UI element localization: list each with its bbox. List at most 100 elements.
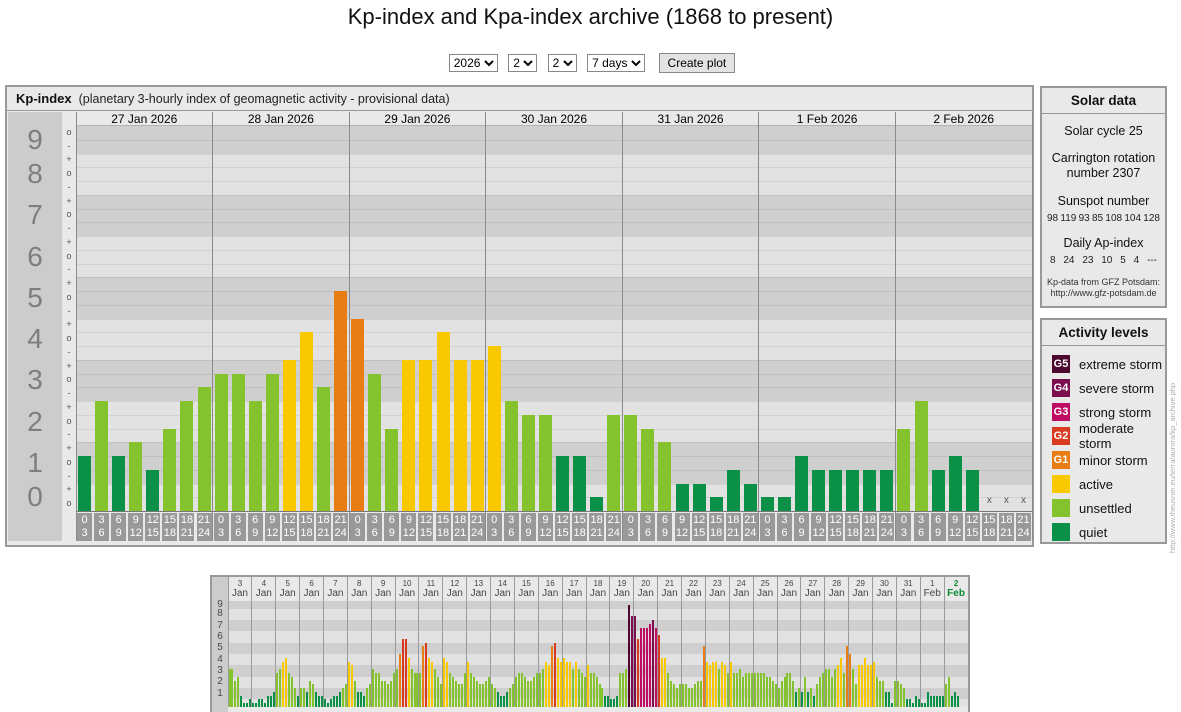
overview-kp-bar: [282, 661, 285, 707]
day-separator: [621, 112, 623, 541]
overview-day-number: 25: [760, 579, 770, 588]
overview-kp-bar: [443, 657, 446, 707]
overview-kp-bar: [464, 672, 467, 707]
hour-tick: 12 15: [555, 513, 571, 541]
overview-day-separator: [370, 577, 372, 707]
overview-kp-bar: [386, 684, 389, 707]
kp-sublabel: o: [66, 333, 72, 344]
overview-kp-bar: [867, 665, 870, 707]
hour-tick: 9 12: [264, 513, 280, 541]
overview-kp-bar: [825, 669, 828, 707]
overview-kp-bar: [765, 676, 768, 707]
overview-kp-bar: [440, 684, 443, 707]
overview-day-separator: [299, 577, 301, 707]
overview-kp-bar: [419, 672, 422, 707]
overview-y-label: 3: [217, 665, 223, 677]
activity-level-label: strong storm: [1079, 404, 1152, 420]
activity-level-row: active: [1042, 472, 1165, 496]
kp-third-gridline: [76, 442, 1032, 444]
overview-kp-bar: [383, 680, 386, 707]
day-date-label: 27 Jan 2026: [76, 112, 213, 126]
overview-kp-bar: [416, 672, 419, 707]
kp-chart-title: Kp-index: [16, 91, 72, 106]
overview-kp-bar: [732, 672, 735, 707]
kp-bar: [624, 414, 638, 511]
overview-band-stripe: [228, 642, 968, 654]
overview-kp-bar: [541, 669, 544, 707]
kp-bar: [641, 428, 655, 511]
overview-band-stripe: [228, 601, 968, 609]
month-select[interactable]: 2: [508, 54, 538, 72]
overview-day-separator: [657, 577, 659, 707]
overview-kp-bar: [404, 638, 407, 707]
activity-level-row: G3 strong storm: [1042, 400, 1165, 424]
overview-kp-bar: [759, 672, 762, 707]
kp-bar: [317, 387, 330, 511]
ap-value: 10: [1101, 255, 1113, 266]
sunspot-label: Sunspot number: [1057, 194, 1150, 208]
band-stripe: [76, 318, 1032, 360]
overview-kp-bar: [637, 638, 640, 707]
storm-level-badge: G2: [1052, 427, 1070, 445]
overview-month-label: Jan: [757, 588, 774, 599]
activity-level-label: quiet: [1079, 524, 1108, 540]
overview-kp-bar: [270, 695, 273, 707]
overview-kp-bar: [798, 688, 801, 707]
kp-bar: [880, 469, 894, 511]
missing-data-marker: x: [1020, 495, 1026, 506]
hour-tick: 12 15: [281, 513, 297, 541]
overview-kp-bar: [753, 672, 756, 707]
kp-sublabel: -: [67, 305, 71, 316]
day-separator: [75, 112, 77, 541]
overview-month-label: Jan: [589, 588, 607, 599]
kp-third-gridline: [76, 249, 1032, 251]
kp-bar: [846, 469, 860, 511]
overview-kp-bar: [318, 695, 321, 707]
overview-kp-bar: [491, 684, 494, 707]
overview-kp-bar: [693, 684, 696, 707]
kp-bar: [863, 469, 877, 511]
overview-kp-bar: [344, 684, 347, 707]
overview-kp-bar: [744, 672, 747, 707]
kp-third-gridline: [76, 373, 1032, 375]
kp-third-gridline: [76, 346, 1032, 347]
overview-kp-bar: [479, 684, 482, 707]
x-axis-line: [76, 511, 1032, 512]
overview-kp-bar: [488, 676, 491, 707]
overview-kp-bar: [843, 672, 846, 707]
day-date-label: 28 Jan 2026: [212, 112, 350, 126]
range-select[interactable]: 7 days: [587, 54, 646, 72]
overview-kp-bar: [795, 691, 798, 707]
overview-month-label: Feb: [947, 588, 965, 599]
overview-kp-bar: [947, 676, 950, 707]
overview-kp-bar: [300, 688, 303, 707]
year-select[interactable]: 2026: [448, 54, 498, 72]
overview-kp-bar: [434, 669, 437, 707]
create-plot-button[interactable]: Create plot: [658, 53, 736, 73]
day-separator: [348, 112, 350, 541]
overview-kp-bar: [688, 688, 691, 707]
overview-y-label: 7: [217, 619, 223, 631]
hour-tick: 15 18: [572, 513, 588, 541]
overview-kp-bar: [335, 695, 338, 707]
overview-kp-bar: [410, 669, 413, 707]
overview-kp-bar: [870, 665, 873, 707]
overview-day-separator: [728, 577, 730, 707]
kp-sublabel: o: [66, 126, 72, 137]
overview-kp-bar: [831, 676, 834, 707]
kp-third-gridline: [76, 194, 1032, 196]
overview-kp-bar: [828, 669, 831, 707]
kp-sublabel: -: [67, 181, 71, 192]
sunspot-value: 128: [1143, 213, 1160, 224]
overview-kp-bar: [741, 676, 744, 707]
kp-sublabel: -: [67, 264, 71, 275]
activity-level-label: extreme storm: [1079, 356, 1163, 372]
overview-kp-bar: [729, 661, 732, 707]
overview-month-label: Jan: [446, 588, 463, 599]
kp-bar: [538, 414, 552, 511]
ap-value: 24: [1063, 255, 1075, 266]
day-select[interactable]: 2: [547, 54, 577, 72]
overview-kp-bar: [917, 699, 920, 707]
hour-tick: 12 15: [145, 513, 161, 541]
overview-kp-bar: [846, 646, 849, 707]
